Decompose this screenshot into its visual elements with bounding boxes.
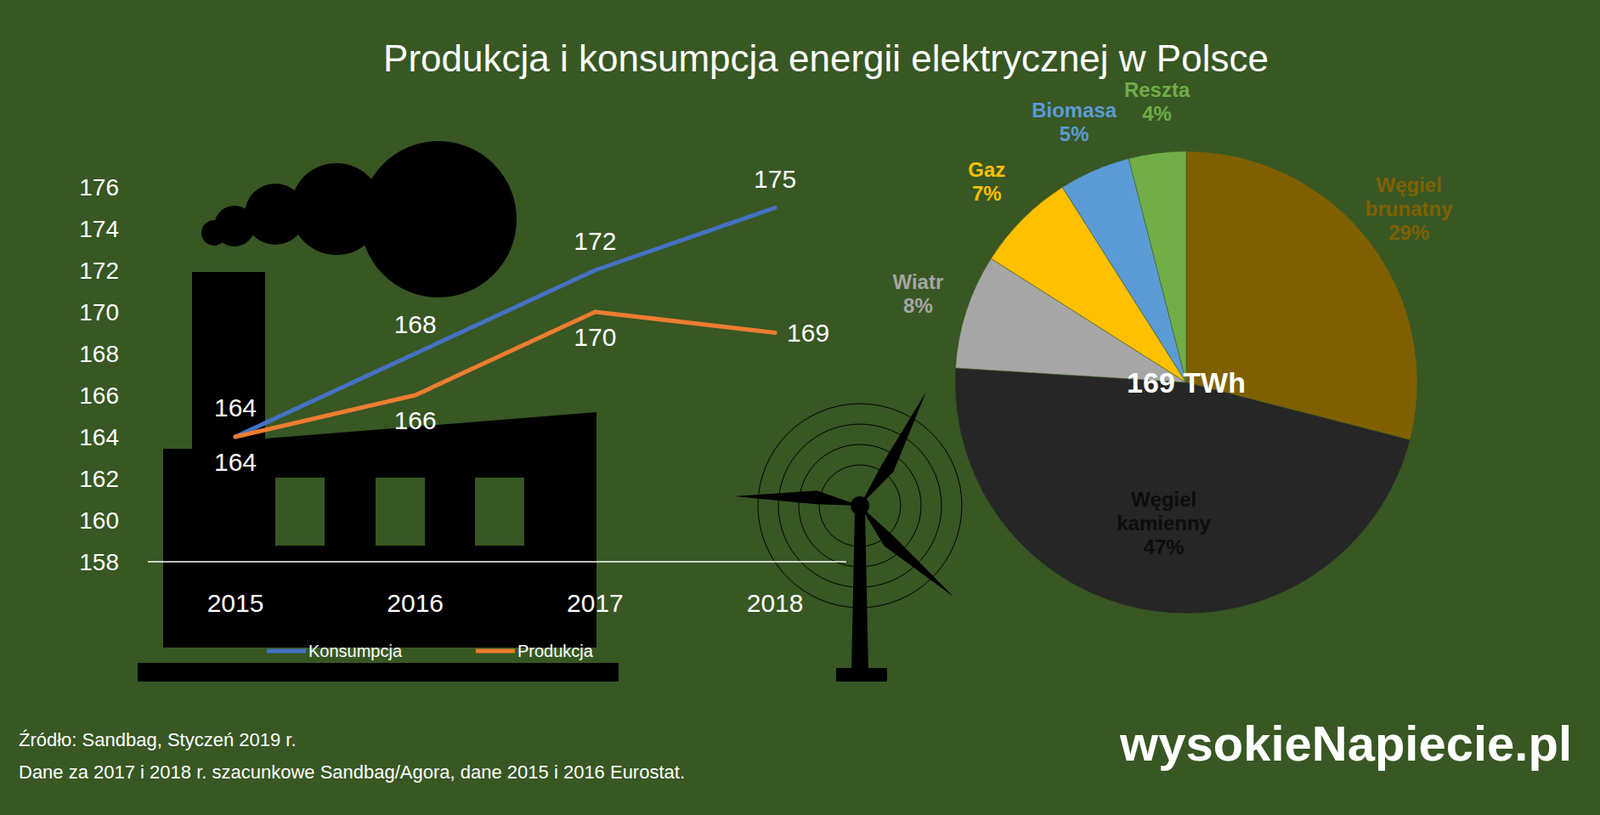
slice-label: Reszta4% — [1124, 78, 1191, 125]
legend-label: Konsumpcja — [308, 641, 403, 661]
smoke — [360, 141, 517, 298]
slice-value-label: 7% — [972, 181, 1002, 205]
series-line — [235, 311, 775, 437]
y-tick-label: 172 — [79, 257, 119, 284]
legend-swatch — [266, 649, 306, 654]
slice-name: Gaz — [967, 158, 1006, 181]
decoration — [137, 141, 962, 682]
y-tick-label: 170 — [79, 299, 119, 326]
pie-slice — [955, 367, 1410, 614]
pie-slice — [1128, 151, 1187, 383]
y-tick — [125, 270, 131, 272]
slice-label: Węgielbrunatny29% — [1365, 173, 1454, 244]
factory-window — [275, 477, 325, 546]
slice-value-label: 8% — [903, 293, 933, 317]
legend-swatch — [475, 649, 515, 654]
data-label: 169 — [786, 318, 830, 347]
y-tick — [125, 561, 131, 563]
line-chart: 158 160 162 164 166 168 170 172 174 176 2015 2016 20… — [79, 164, 847, 662]
slice-name-line: Biomasa — [1031, 98, 1118, 122]
legend: Konsumpcja Produkcja — [266, 641, 594, 661]
slice-label: Wiatr8% — [893, 270, 945, 317]
slice-name: Węgielbrunatny — [1365, 173, 1454, 221]
turbine-hub — [850, 496, 870, 515]
slice-name-line: Gaz — [967, 158, 1006, 181]
slice-name-line: brunatny — [1365, 197, 1454, 221]
source-note: Dane za 2017 i 2018 r. szacunkowe Sandba… — [18, 761, 685, 783]
y-tick — [125, 395, 131, 396]
plot-marks — [235, 208, 775, 438]
smoke — [201, 220, 227, 246]
turbine-blade — [734, 490, 860, 506]
slice-name-line: Węgiel — [1376, 173, 1442, 197]
slice-name-line: Wiatr — [893, 270, 945, 294]
background — [0, 0, 1600, 815]
data-label: 175 — [753, 164, 797, 193]
annotation: 169 TWh — [1126, 366, 1246, 399]
y-tick-label: 162 — [79, 465, 119, 492]
source-note: Źródło: Sandbag, Styczeń 2019 r. — [18, 729, 297, 751]
x-axis — [147, 560, 847, 563]
slice-value-label: 29% — [1388, 220, 1430, 244]
y-tick-label: 168 — [79, 340, 119, 368]
slice-name: Węgielkamienny — [1116, 487, 1211, 535]
series-line — [235, 208, 775, 438]
data-label: 166 — [394, 406, 437, 435]
slice-name-line: Reszta — [1124, 78, 1191, 102]
y-tick-label: 166 — [79, 382, 119, 409]
factory-window — [474, 477, 525, 546]
factory-window — [375, 477, 425, 546]
x-tick-label: 2017 — [566, 588, 624, 617]
y-tick — [125, 353, 131, 355]
y-tick-label: 160 — [79, 507, 119, 534]
slice-label: Gaz7% — [967, 158, 1006, 205]
slice-name-line: Węgiel — [1130, 487, 1197, 511]
factory — [163, 271, 597, 648]
slice-name: Wiatr — [893, 270, 945, 294]
data-label: 170 — [573, 322, 617, 351]
y-tick — [125, 228, 131, 230]
y-tick-label: 174 — [79, 215, 119, 243]
turbine-tower — [851, 509, 869, 672]
x-tick-label: 2016 — [386, 588, 444, 617]
turbine-blade — [859, 391, 927, 506]
slice-value-label: 4% — [1142, 101, 1172, 125]
slice-label: Biomasa5% — [1031, 98, 1118, 146]
data-label: 164 — [214, 447, 257, 476]
slice-label: Węgielkamienny47% — [1116, 487, 1211, 559]
y-tick — [125, 436, 131, 438]
turbine-base — [836, 667, 888, 682]
slice-name-line: kamienny — [1116, 511, 1211, 535]
factory-base — [137, 662, 619, 682]
data-label: 168 — [394, 310, 437, 339]
y-tick-label: 158 — [79, 548, 119, 576]
pie-chart: 169 TWhWęgielbrunatny29%Węgielkamienny47… — [893, 78, 1454, 614]
smoke — [244, 183, 306, 245]
x-tick-label: 2015 — [207, 588, 265, 617]
turbine-blade — [859, 505, 954, 597]
slice-name: Reszta — [1124, 78, 1191, 102]
y-tick — [125, 520, 131, 521]
x-tick-label: 2018 — [746, 588, 804, 617]
canvas: Produkcja i konsumpcja energii elektrycz… — [0, 0, 1600, 815]
data-label: 164 — [214, 393, 257, 422]
slice-value-label: 5% — [1059, 122, 1090, 146]
logo: wysokieNapiecie.pl — [1119, 715, 1572, 771]
slice-name: Biomasa — [1031, 98, 1118, 122]
legend-label: Produkcja — [517, 641, 594, 661]
data-label: 172 — [573, 226, 617, 255]
y-tick — [125, 186, 131, 188]
y-tick-label: 164 — [79, 424, 119, 451]
y-tick-label: 176 — [79, 174, 119, 201]
title: Produkcja i konsumpcja energii elektrycz… — [383, 37, 1269, 80]
y-tick — [125, 311, 131, 313]
pie-slices — [955, 151, 1418, 614]
slice-value-label: 47% — [1143, 535, 1185, 559]
y-tick — [125, 478, 131, 480]
